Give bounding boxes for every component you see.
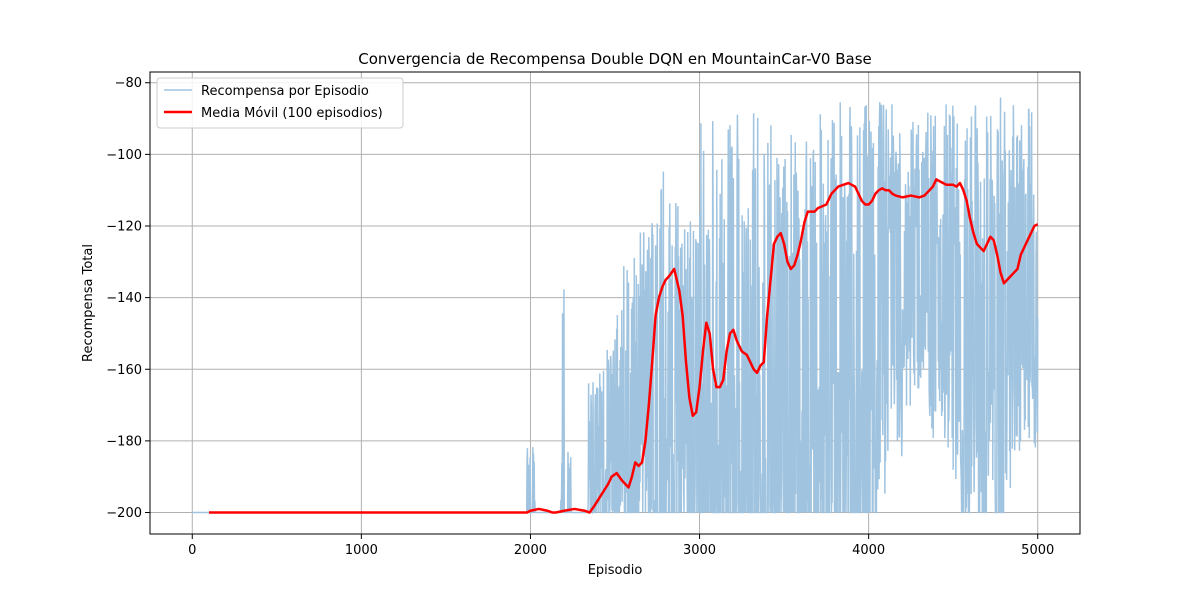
y-tick-label: −140	[106, 291, 142, 306]
y-tick-label: −200	[106, 506, 142, 521]
legend-label-moving-average: Media Móvil (100 episodios)	[201, 106, 383, 121]
x-tick-label: 1000	[345, 543, 378, 558]
chart-title: Convergencia de Recompensa Double DQN en…	[358, 50, 872, 68]
y-tick-label: −180	[106, 434, 142, 449]
legend: Recompensa por Episodio Media Móvil (100…	[156, 77, 404, 129]
y-axis-label: Recompensa Total	[81, 244, 96, 362]
moving-average-line	[209, 178, 1039, 514]
legend-label-raw: Recompensa por Episodio	[201, 84, 369, 99]
x-tick-label: 0	[188, 543, 196, 558]
y-tick-label: −100	[106, 148, 142, 163]
x-tick-label: 4000	[852, 543, 885, 558]
x-tick-label: 3000	[683, 543, 716, 558]
plot-frame	[149, 71, 1081, 535]
y-tick-label: −160	[106, 363, 142, 378]
moving-average-layer	[209, 178, 1039, 514]
x-axis-label: Episodio	[588, 563, 643, 578]
ticks-layer: 0 1000 2000 3000 4000 5000 −200 −180 −160 −140 −12…	[106, 76, 1054, 558]
x-tick-label: 2000	[514, 543, 547, 558]
y-tick-label: −80	[115, 76, 142, 91]
y-tick-label: −120	[106, 220, 142, 235]
legend-box	[156, 77, 404, 129]
x-tick-label: 5000	[1021, 543, 1054, 558]
